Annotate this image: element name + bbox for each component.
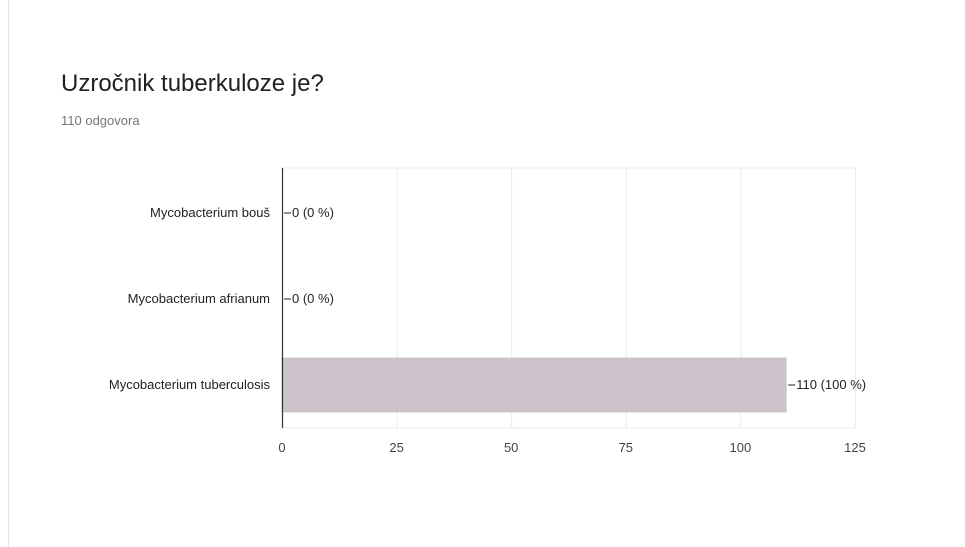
x-tick-label-75: 75 xyxy=(619,440,633,455)
x-tick-label-50: 50 xyxy=(504,440,518,455)
x-tick-label-125: 125 xyxy=(844,440,866,455)
response-count: 110 odgovora xyxy=(61,113,140,128)
data-label-3: 110 (100 %) xyxy=(796,377,866,392)
bars xyxy=(281,357,787,413)
bar-3 xyxy=(281,357,787,413)
x-tick-label-100: 100 xyxy=(730,440,752,455)
data-label-1: 0 (0 %) xyxy=(292,205,334,220)
category-label-2: Mycobacterium afrianum xyxy=(128,291,270,306)
x-tick-label-0: 0 xyxy=(278,440,285,455)
labels: Mycobacterium bouš Mycobacterium afrianum… xyxy=(109,205,866,455)
category-label-3: Mycobacterium tuberculosis xyxy=(109,377,271,392)
left-divider xyxy=(8,0,9,547)
data-label-2: 0 (0 %) xyxy=(292,291,334,306)
question-title: Uzročnik tuberkuloze je? xyxy=(61,70,324,97)
category-label-1: Mycobacterium bouš xyxy=(150,205,270,220)
x-tick-label-25: 25 xyxy=(389,440,403,455)
